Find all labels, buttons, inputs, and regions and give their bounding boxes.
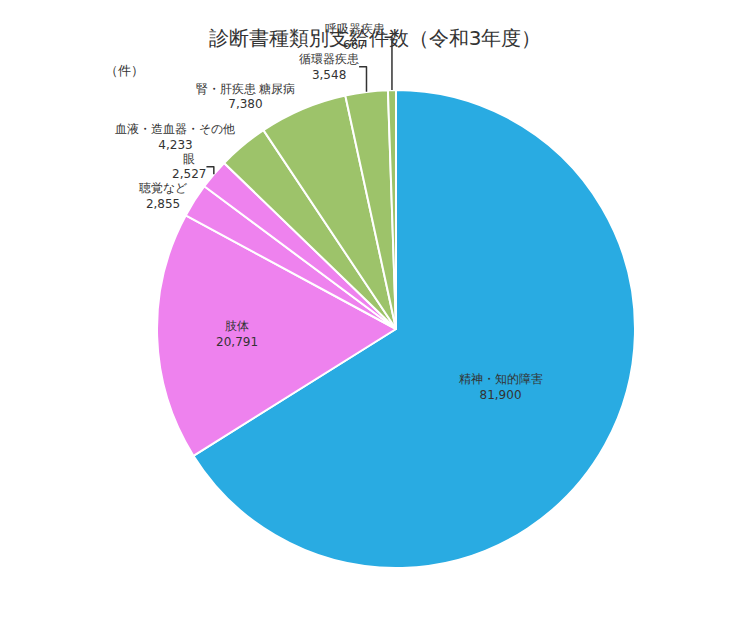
svg-text:聴覚など2,855: 聴覚など2,855 [139,181,187,211]
svg-text:診断書種類別支給件数（令和3年度）: 診断書種類別支給件数（令和3年度） [209,26,542,50]
svg-text:眼2,527: 眼2,527 [172,152,206,182]
svg-text:循環器疾患3,548: 循環器疾患3,548 [299,52,359,82]
svg-text:血液・造血器・その他4,233: 血液・造血器・その他4,233 [115,122,235,152]
svg-text:呼吸器疾患667: 呼吸器疾患667 [325,22,385,52]
svg-text:腎・肝疾患 糖尿病7,380: 腎・肝疾患 糖尿病7,380 [196,82,296,112]
svg-text:精神・知的障害81,900: 精神・知的障害81,900 [459,372,543,402]
svg-text:肢体20,791: 肢体20,791 [216,319,258,349]
svg-text:（件）: （件） [105,63,144,78]
